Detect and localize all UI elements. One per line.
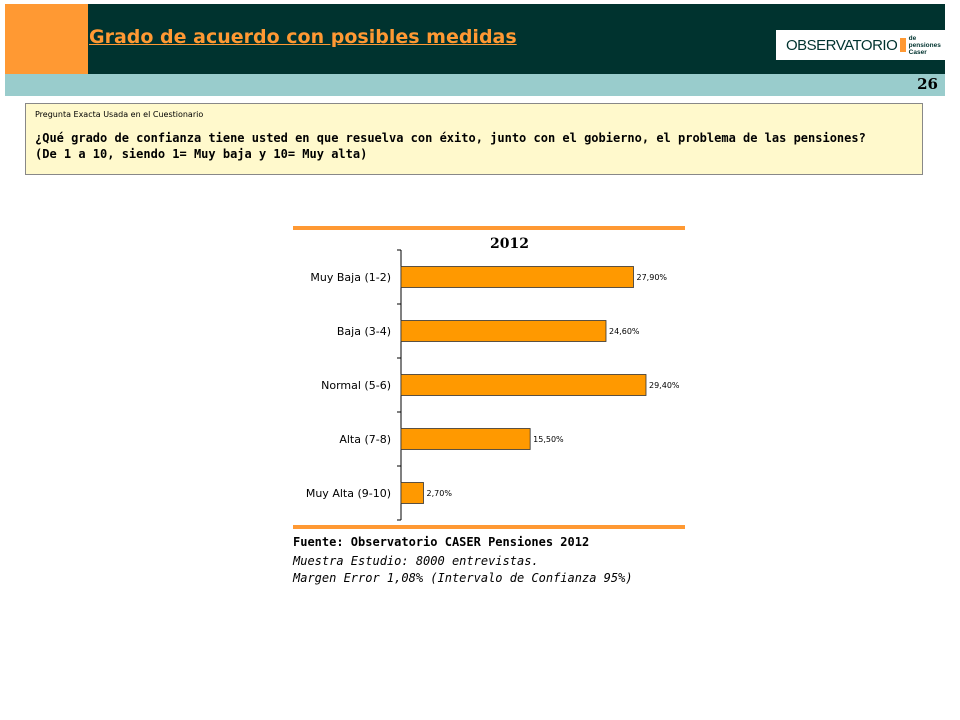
chart-bottom-rule: [293, 525, 685, 529]
bar-value-label: 15,50%: [533, 435, 564, 444]
bar: [400, 374, 647, 396]
logo-wordmark: OBSERVATORIO: [786, 36, 898, 54]
bar-value-label: 29,40%: [649, 381, 680, 390]
bar: [400, 266, 634, 288]
bar-value-label: 24,60%: [609, 327, 640, 336]
bar: [400, 482, 424, 504]
category-label: Baja (3-4): [337, 325, 391, 338]
logo-subtitle: de pensiones Caser: [909, 35, 946, 56]
page-title: Grado de acuerdo con posibles medidas: [89, 26, 517, 48]
header-accent-block: [5, 4, 88, 74]
logo-subtitle-line2: Caser: [908, 48, 927, 56]
category-label: Normal (5-6): [321, 379, 391, 392]
question-text-line1: ¿Qué grado de confianza tiene usted en q…: [35, 131, 866, 145]
question-caption: Pregunta Exacta Usada en el Cuestionario: [35, 110, 204, 119]
logo-subtitle-line1: de pensiones: [908, 34, 941, 49]
chart-top-rule: [293, 226, 685, 230]
page-number: 26: [917, 75, 938, 93]
question-text: ¿Qué grado de confianza tiene usted en q…: [35, 130, 913, 162]
question-box: Pregunta Exacta Usada en el Cuestionario…: [25, 103, 923, 175]
chart-title: 2012: [490, 236, 529, 252]
bar: [400, 320, 607, 342]
bar-value-label: 2,70%: [427, 489, 453, 498]
category-label: Muy Alta (9-10): [306, 487, 391, 500]
error-note: Margen Error 1,08% (Intervalo de Confian…: [293, 571, 633, 585]
question-text-line2: (De 1 a 10, siendo 1= Muy baja y 10= Muy…: [35, 147, 368, 161]
observatorio-logo: OBSERVATORIO de pensiones Caser: [776, 30, 946, 60]
source-line: Fuente: Observatorio CASER Pensiones 201…: [293, 535, 590, 549]
bar-value-label: 27,90%: [637, 273, 668, 282]
logo-mark-icon: [900, 38, 906, 52]
category-label: Alta (7-8): [339, 433, 391, 446]
bar: [400, 428, 531, 450]
header-subband: [5, 74, 945, 96]
sample-note: Muestra Estudio: 8000 entrevistas.: [293, 554, 539, 568]
category-label: Muy Baja (1-2): [310, 271, 391, 284]
source-block: Fuente: Observatorio CASER Pensiones 201…: [293, 535, 633, 587]
